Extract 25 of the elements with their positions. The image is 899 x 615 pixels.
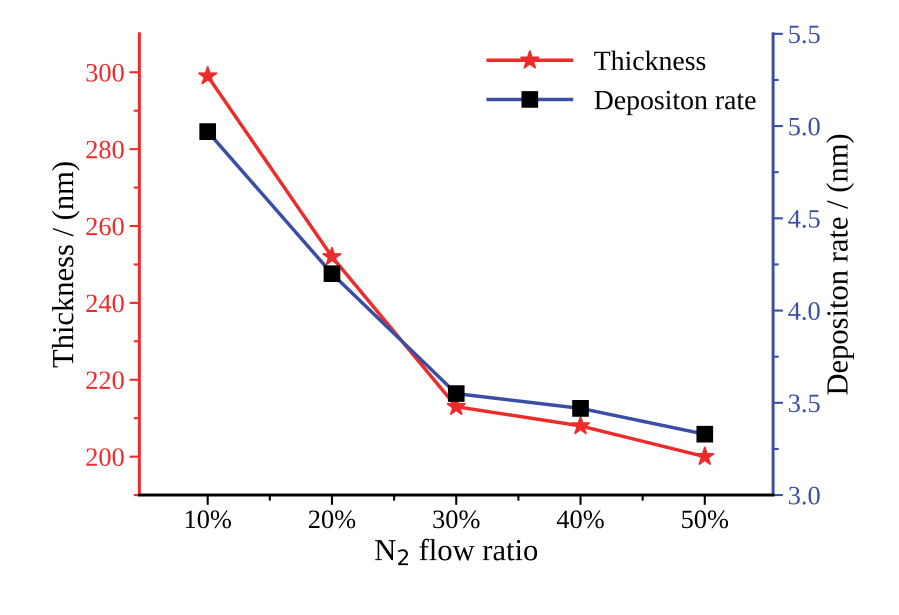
x-tick-label: 30% bbox=[433, 510, 480, 528]
y-tick-label: 220 bbox=[86, 371, 124, 390]
y2-tick-label: 3.0 bbox=[788, 486, 820, 505]
x-tick-label: 10% bbox=[186, 510, 231, 528]
y-tick-label: 280 bbox=[86, 140, 124, 159]
x-tick-label: 50% bbox=[682, 510, 728, 528]
legend-label: Depositon rate bbox=[594, 90, 756, 116]
y-tick-label: 200 bbox=[86, 448, 124, 466]
y-tick-label: 300 bbox=[86, 64, 124, 82]
y-axis-title: Thickness / (nm) bbox=[52, 162, 80, 368]
y2-tick-label: 4.0 bbox=[788, 302, 820, 320]
y2-tick-label: 5.0 bbox=[789, 118, 820, 136]
point bbox=[570, 415, 590, 434]
y2-axis-title: Depositon rate / (nm) bbox=[826, 134, 854, 395]
y2-tick-label: 4.5 bbox=[788, 210, 820, 228]
y-tick-label: 240 bbox=[86, 294, 124, 312]
point bbox=[322, 246, 342, 266]
y-tick-label: 260 bbox=[86, 218, 124, 236]
legend-label: Thickness bbox=[594, 50, 706, 70]
point bbox=[198, 66, 218, 85]
y2-tick-label: 5.5 bbox=[789, 26, 820, 44]
y2-tick-label: 3.5 bbox=[788, 394, 820, 412]
x-axis-title: N$_{2}$ flow ratio bbox=[375, 538, 538, 566]
x-tick-label: 40% bbox=[556, 510, 604, 528]
x-tick-label: 20% bbox=[308, 510, 356, 528]
